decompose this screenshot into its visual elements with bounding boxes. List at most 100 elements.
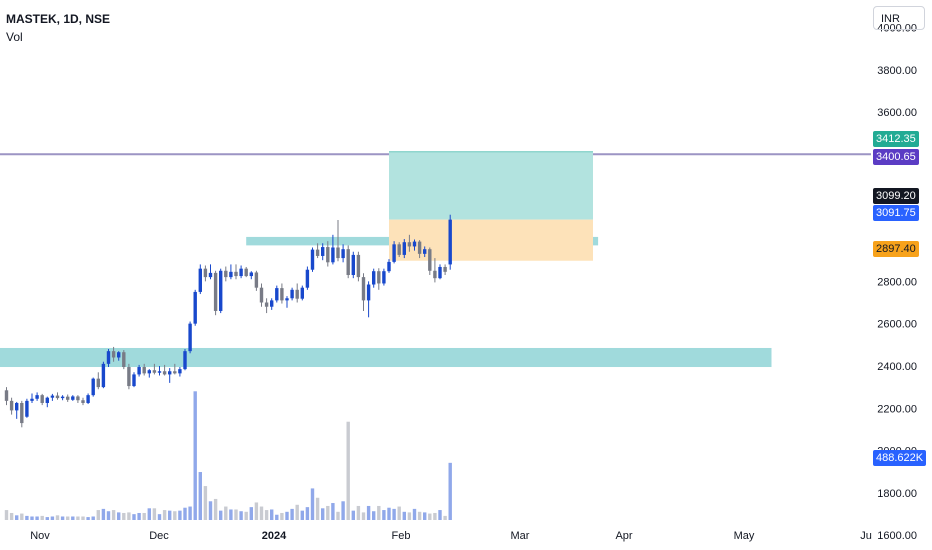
- candle-body: [351, 254, 355, 275]
- volume-bar: [30, 516, 34, 520]
- price-tick-label: 2200.00: [877, 403, 917, 415]
- candle-body: [9, 400, 14, 411]
- volume-bar: [25, 515, 29, 520]
- volume-bar: [315, 497, 320, 520]
- volume-bar: [423, 512, 427, 520]
- candle-body: [137, 367, 141, 375]
- candle-body: [423, 249, 427, 254]
- candle-body: [122, 352, 126, 368]
- candle: [331, 234, 335, 265]
- candle-body: [234, 271, 238, 277]
- time-axis[interactable]: Nov Dec 2024 Feb Mar Apr May Ju: [30, 530, 872, 542]
- candle: [315, 243, 320, 259]
- candle: [356, 251, 361, 282]
- volume-bar: [387, 507, 391, 520]
- loss-zone[interactable]: [389, 219, 593, 261]
- volume-bar: [219, 510, 223, 520]
- candle: [122, 350, 126, 370]
- volume-bar: [127, 512, 131, 520]
- candle-body: [106, 351, 111, 364]
- volume-bar: [60, 516, 65, 520]
- volume-bar: [81, 516, 85, 520]
- candle: [45, 396, 49, 408]
- candle: [448, 214, 452, 270]
- candle-body: [438, 266, 442, 279]
- volume-bar: [20, 513, 24, 520]
- volume-bar: [300, 510, 304, 520]
- candle-body: [219, 270, 223, 311]
- candle: [183, 349, 187, 371]
- symbol-title[interactable]: MASTEK, 1D, NSE: [6, 12, 111, 26]
- candle-body: [336, 247, 340, 259]
- volume-bar: [412, 508, 417, 520]
- candle: [203, 265, 208, 282]
- candle: [372, 268, 376, 288]
- volume-bar: [224, 506, 228, 520]
- volume-bar: [40, 515, 44, 520]
- candle: [127, 363, 131, 390]
- candle-body: [244, 268, 248, 277]
- candle-body: [224, 270, 228, 278]
- volume-bar: [382, 510, 386, 520]
- candle: [336, 220, 340, 262]
- candle-body: [188, 323, 192, 352]
- price-tick-label: 3600.00: [877, 107, 917, 119]
- time-tick-label: Mar: [511, 530, 530, 542]
- time-tick-label: Apr: [615, 530, 632, 542]
- candle-body: [213, 272, 218, 311]
- candle: [229, 264, 233, 280]
- candle-body: [60, 396, 65, 399]
- volume-bar: [280, 512, 284, 520]
- candle: [285, 296, 289, 308]
- candle: [326, 241, 330, 267]
- long-position-tool[interactable]: [389, 151, 593, 261]
- zone-rect-1[interactable]: [0, 347, 772, 368]
- volume-bar: [407, 512, 412, 520]
- candle-body: [285, 298, 289, 301]
- volume-bar: [203, 486, 208, 520]
- volume-bar: [157, 514, 162, 520]
- volume-bar: [106, 511, 111, 520]
- volume-bar: [188, 506, 192, 520]
- candle: [40, 393, 44, 406]
- candle: [117, 351, 121, 361]
- candle-body: [443, 266, 447, 272]
- candle: [428, 247, 432, 275]
- volume-indicator-label[interactable]: Vol: [6, 30, 23, 44]
- candle: [270, 298, 274, 310]
- price-tick-label: 3800.00: [877, 65, 917, 77]
- volume-bar: [111, 510, 116, 520]
- candle-body: [132, 374, 136, 387]
- volume-bar: [295, 504, 299, 520]
- volume-bar: [443, 515, 447, 520]
- volume-bar: [147, 508, 151, 520]
- candle-body: [101, 363, 106, 388]
- price-axis[interactable]: 4000.00 3800.00 3600.00 2800.00 2600.00 2400.…: [877, 23, 917, 543]
- candle: [280, 283, 284, 304]
- candle-body: [76, 396, 80, 401]
- candle: [60, 395, 65, 401]
- volume-bar: [229, 509, 233, 520]
- volume-bar: [285, 511, 289, 520]
- candle: [35, 392, 39, 401]
- candle-body: [239, 268, 243, 277]
- candle: [152, 363, 157, 375]
- candle: [188, 321, 192, 354]
- volume-bar: [208, 501, 213, 520]
- volume-bar: [234, 509, 238, 520]
- last-price-badge: 3091.75: [873, 205, 919, 221]
- volume-bar: [305, 507, 310, 520]
- volume-bar: [173, 511, 177, 520]
- price-tick-label: 2600.00: [877, 319, 917, 331]
- volume-bar: [310, 488, 315, 520]
- candle: [290, 287, 294, 301]
- candle-body: [448, 219, 452, 265]
- volume-bar: [346, 421, 350, 520]
- candle-body: [81, 400, 85, 403]
- time-tick-label: May: [734, 530, 755, 542]
- profit-zone[interactable]: [389, 151, 593, 220]
- candle: [198, 264, 202, 295]
- currency-selector[interactable]: INR: [873, 6, 925, 30]
- volume-bar: [275, 514, 279, 520]
